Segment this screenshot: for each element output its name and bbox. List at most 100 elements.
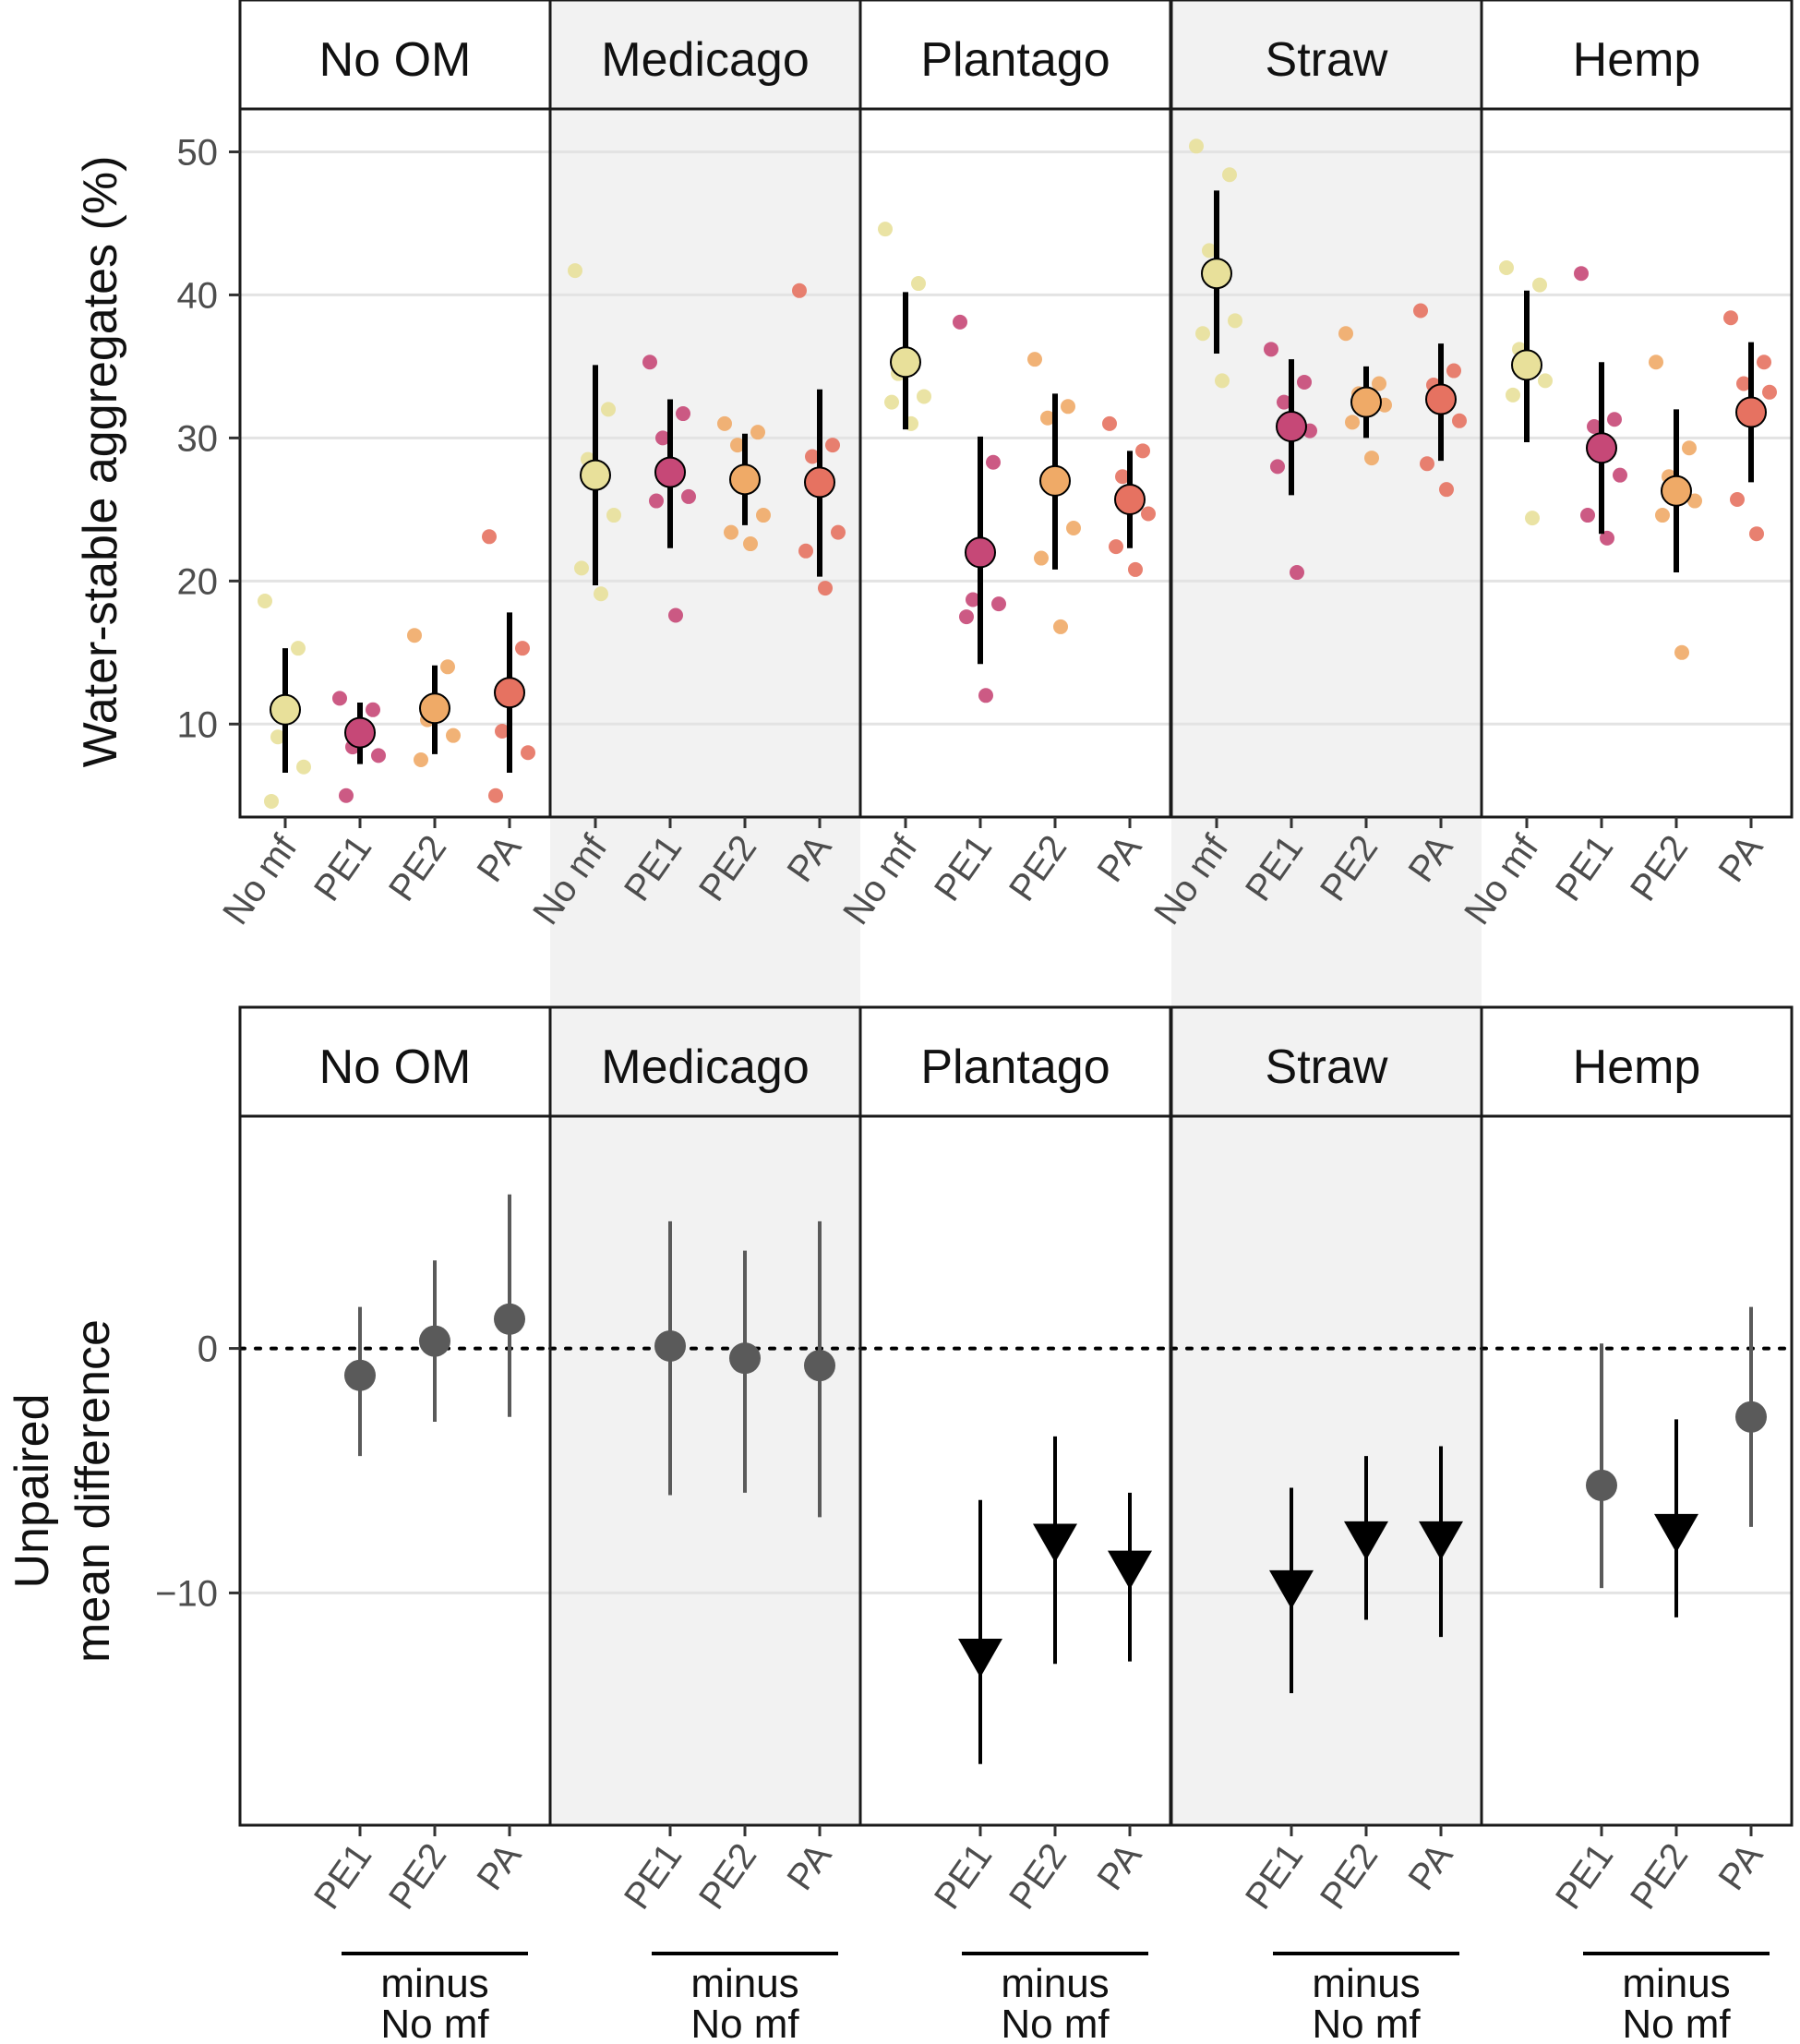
top-raw-point-medicago-pe2 — [724, 524, 738, 540]
bottom-y-axis-title-line2: mean difference — [66, 1319, 120, 1663]
top-raw-point-medicago-pe1 — [681, 488, 696, 504]
top-raw-point-hemp-pe1 — [1600, 530, 1614, 546]
bottom-estimate-point-medicago-pa — [804, 1350, 835, 1382]
top-raw-point-medicago-pe1 — [668, 607, 683, 623]
top-raw-point-hemp-pe2 — [1687, 493, 1702, 509]
top-raw-point-plantago-no-mf — [917, 389, 931, 404]
top-y-tick-label: 50 — [177, 132, 219, 173]
top-raw-point-hemp-pe1 — [1607, 412, 1622, 427]
top-raw-point-no-om-pe1 — [339, 788, 354, 803]
bottom-estimate-triangle-plantago-pa — [1108, 1550, 1152, 1590]
top-raw-point-plantago-pe2 — [1066, 521, 1081, 536]
top-mean-point-no-om-pe1 — [344, 716, 376, 749]
top-raw-point-medicago-pa — [792, 283, 807, 298]
top-raw-point-hemp-no-mf — [1532, 277, 1547, 293]
comparison-label-minus-straw: minus — [1312, 1961, 1420, 2006]
top-raw-point-straw-pe1 — [1270, 459, 1285, 475]
top-raw-point-hemp-no-mf — [1499, 259, 1514, 275]
top-raw-point-medicago-pa — [805, 449, 820, 464]
top-raw-point-no-om-pe1 — [332, 691, 347, 706]
comparison-label-minus-hemp: minus — [1622, 1961, 1730, 2006]
top-raw-point-plantago-pa — [1128, 561, 1143, 577]
top-raw-point-hemp-pe1 — [1587, 418, 1602, 434]
bottom-strip-medicago — [548, 1005, 862, 1118]
top-raw-point-plantago-pa — [1115, 469, 1130, 485]
top-panel-border-hemp — [1480, 107, 1794, 819]
comparison-label-reference-hemp: No mf — [1622, 2002, 1731, 2044]
comparison-label-minus-plantago: minus — [1001, 1961, 1109, 2006]
top-strip-label-medicago: Medicago — [601, 33, 809, 87]
top-raw-point-medicago-pe2 — [750, 425, 765, 440]
bottom-estimate-triangle-plantago-pe2 — [1033, 1523, 1077, 1563]
top-mean-point-medicago-no-mf — [580, 459, 611, 491]
top-raw-point-hemp-pe2 — [1649, 355, 1663, 370]
bottom-estimate-triangle-straw-pa — [1419, 1521, 1463, 1560]
comparison-label-reference-plantago: No mf — [1001, 2002, 1110, 2044]
bottom-estimate-point-no-om-pe2 — [419, 1325, 450, 1357]
top-raw-point-straw-no-mf — [1189, 138, 1204, 154]
top-raw-point-medicago-no-mf — [601, 402, 616, 417]
top-strip-label-straw: Straw — [1266, 33, 1388, 87]
top-raw-point-medicago-no-mf — [594, 586, 608, 602]
top-raw-point-plantago-pe1 — [986, 454, 1001, 470]
top-raw-point-hemp-pa — [1730, 492, 1745, 508]
comparison-label-minus-medicago: minus — [690, 1961, 798, 2006]
top-raw-point-medicago-no-mf — [574, 560, 589, 576]
top-raw-point-straw-pa — [1439, 482, 1454, 498]
bottom-strip-no-om — [238, 1005, 552, 1118]
top-strip-label-no-om: No OM — [319, 33, 472, 87]
top-mean-point-hemp-pe2 — [1661, 475, 1692, 507]
top-y-tick-label: 20 — [177, 561, 219, 602]
top-y-tick-label: 10 — [177, 704, 219, 745]
top-raw-point-plantago-pa — [1102, 415, 1117, 431]
top-mean-point-medicago-pa — [804, 466, 835, 499]
top-raw-point-hemp-pe2 — [1674, 644, 1689, 660]
comparison-label-reference-no-om: No mf — [380, 2002, 489, 2044]
bottom-estimate-triangle-straw-pe1 — [1269, 1569, 1314, 1609]
bottom-estimate-point-medicago-pe1 — [654, 1329, 686, 1362]
top-raw-point-hemp-pe1 — [1574, 266, 1589, 282]
top-raw-point-straw-no-mf — [1228, 313, 1242, 329]
top-raw-point-hemp-pa — [1736, 376, 1751, 391]
top-raw-point-straw-pe2 — [1345, 415, 1360, 430]
bottom-panel-bg-no-om — [240, 1116, 550, 1825]
top-raw-point-straw-no-mf — [1222, 167, 1237, 183]
top-raw-point-plantago-pe1 — [991, 596, 1006, 612]
bottom-panel-bg-plantago — [860, 1116, 1170, 1825]
top-raw-point-hemp-pe2 — [1682, 440, 1697, 456]
top-raw-point-plantago-pe1 — [978, 688, 993, 703]
top-mean-point-medicago-pe2 — [729, 463, 761, 496]
top-strip-plantago — [858, 0, 1172, 111]
top-raw-point-medicago-pe2 — [743, 536, 758, 552]
top-raw-point-plantago-no-mf — [878, 222, 893, 237]
top-raw-point-no-om-pe2 — [446, 727, 461, 743]
top-raw-point-hemp-pa — [1757, 355, 1771, 370]
top-raw-point-hemp-pe1 — [1580, 508, 1595, 523]
top-raw-point-no-om-pe2 — [414, 752, 428, 768]
top-raw-point-medicago-pe1 — [655, 430, 670, 446]
top-mean-point-plantago-pa — [1114, 484, 1146, 516]
bottom-panel-border-hemp — [1480, 1114, 1794, 1827]
bottom-estimate-triangle-straw-pe2 — [1344, 1521, 1388, 1560]
comparison-label-reference-medicago: No mf — [690, 2002, 799, 2044]
top-mean-point-plantago-pe1 — [965, 536, 996, 569]
top-raw-point-hemp-pa — [1723, 310, 1738, 326]
top-raw-point-plantago-pa — [1135, 443, 1150, 459]
comparison-label-minus-no-om: minus — [380, 1961, 488, 2006]
top-raw-point-hemp-no-mf — [1506, 387, 1520, 403]
top-mean-point-hemp-no-mf — [1511, 349, 1542, 381]
top-mean-point-straw-pe2 — [1350, 386, 1382, 418]
top-raw-point-medicago-pe1 — [649, 493, 664, 509]
top-raw-point-medicago-no-mf — [568, 263, 582, 279]
top-raw-point-plantago-pe2 — [1061, 399, 1075, 415]
top-strip-label-plantago: Plantago — [920, 33, 1110, 87]
top-y-tick-label: 30 — [177, 418, 219, 459]
top-raw-point-plantago-pe2 — [1034, 550, 1049, 566]
top-raw-point-medicago-pa — [825, 438, 840, 453]
bottom-strip-label-plantago: Plantago — [920, 1040, 1110, 1094]
top-strip-medicago — [548, 0, 862, 111]
top-raw-point-straw-pe1 — [1277, 394, 1291, 410]
top-mean-point-plantago-pe2 — [1039, 464, 1071, 497]
bottom-estimate-triangle-hemp-pe2 — [1654, 1513, 1698, 1553]
